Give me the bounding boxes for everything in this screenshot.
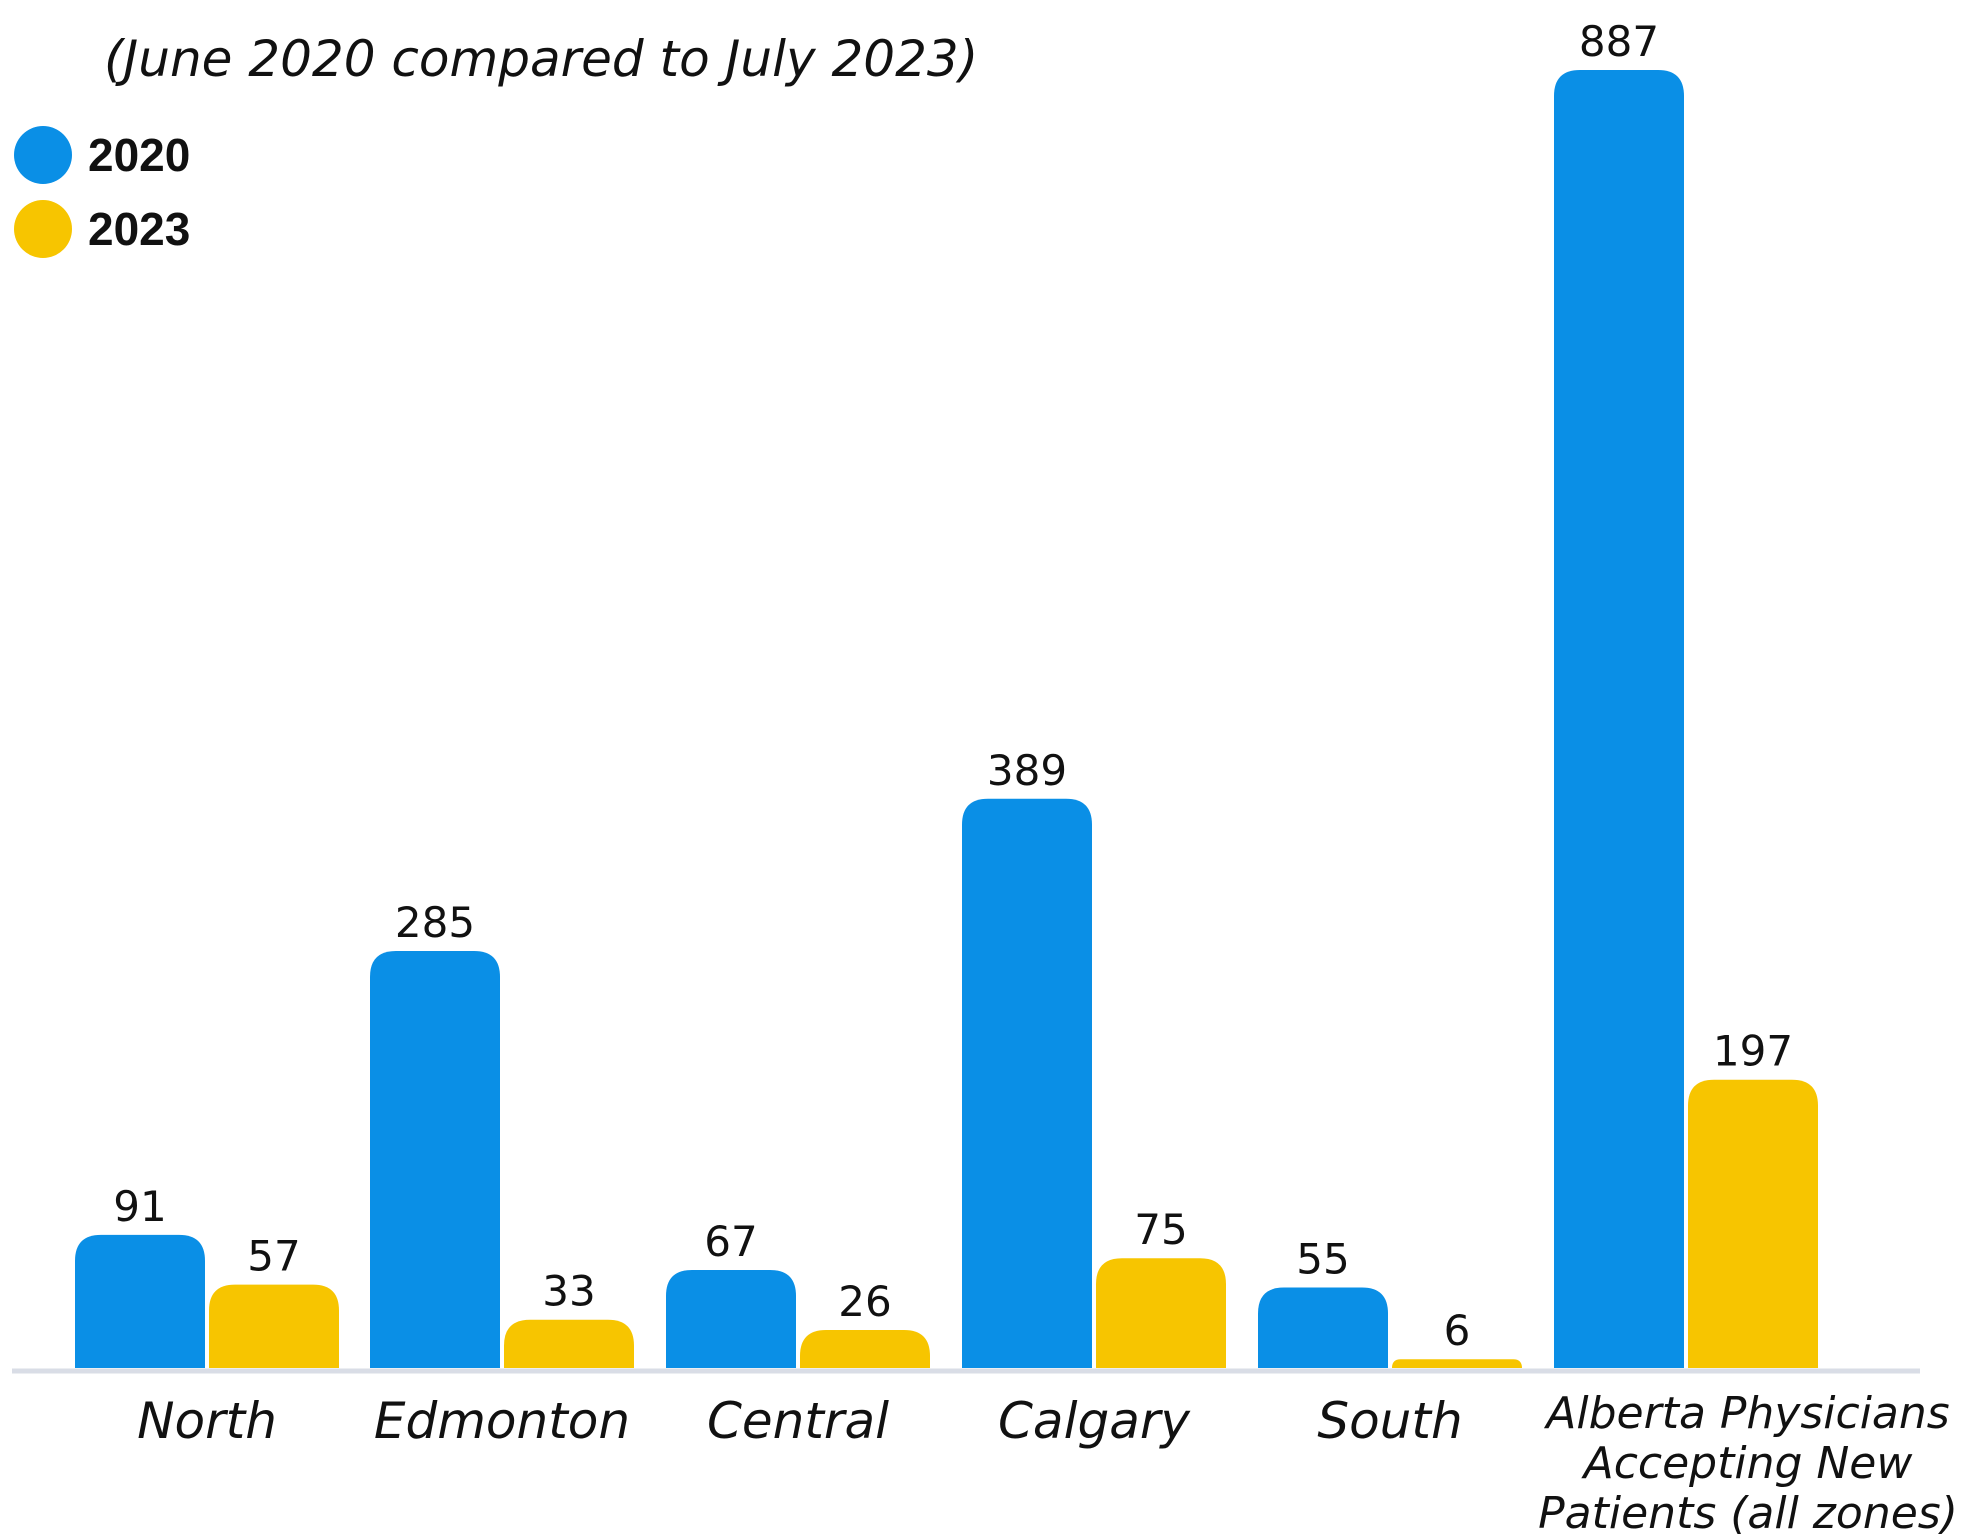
category-label-edmonton: Edmonton xyxy=(374,1392,630,1450)
bar-2023-calgary xyxy=(1096,1258,1226,1368)
legend-label-2020: 2020 xyxy=(88,129,191,181)
bar-2020-calgary xyxy=(962,798,1092,1368)
data-label-2023-edmonton: 33 xyxy=(542,1267,595,1316)
legend-swatch-2023-icon xyxy=(14,200,72,258)
data-label-2023-calgary: 75 xyxy=(1134,1205,1187,1254)
category-label-north: North xyxy=(137,1392,277,1450)
legend-item-2020: 2020 xyxy=(14,124,190,186)
category-label-alberta-all-zones: Alberta Physicians Accepting New Patients … xyxy=(1538,1388,1958,1535)
data-label-2023-south: 6 xyxy=(1444,1306,1471,1355)
data-label-2020-calgary: 389 xyxy=(987,746,1067,795)
category-label-calgary: Calgary xyxy=(998,1392,1191,1450)
data-label-2023-alberta: 197 xyxy=(1713,1027,1793,1076)
bar-2023-north xyxy=(209,1284,339,1368)
bar-2023-central xyxy=(800,1329,930,1368)
bar-2020-north xyxy=(75,1234,205,1368)
legend-label-2023: 2023 xyxy=(88,203,191,255)
legend: 2020 2023 xyxy=(14,124,190,272)
data-label-2020-central: 67 xyxy=(704,1217,757,1266)
data-label-2020-south: 55 xyxy=(1296,1235,1349,1284)
bar-2023-edmonton xyxy=(504,1319,634,1368)
category-label-central: Central xyxy=(707,1392,889,1450)
data-label-2020-north: 91 xyxy=(113,1182,166,1231)
bar-2020-alberta xyxy=(1554,70,1684,1368)
bar-2020-central xyxy=(666,1269,796,1368)
chart-subtitle: (June 2020 compared to July 2023) xyxy=(104,30,979,88)
bar-2023-alberta xyxy=(1688,1079,1818,1368)
bar-2023-south xyxy=(1392,1359,1522,1368)
data-label-2023-north: 57 xyxy=(247,1232,300,1281)
data-label-2020-edmonton: 285 xyxy=(395,898,475,947)
data-label-2023-central: 26 xyxy=(838,1277,891,1326)
bar-2020-edmonton xyxy=(370,950,500,1368)
data-label-2020-alberta: 887 xyxy=(1579,17,1659,66)
category-label-south: South xyxy=(1317,1392,1462,1450)
bar-2020-south xyxy=(1258,1287,1388,1368)
legend-item-2023: 2023 xyxy=(14,198,190,260)
legend-swatch-2020-icon xyxy=(14,126,72,184)
